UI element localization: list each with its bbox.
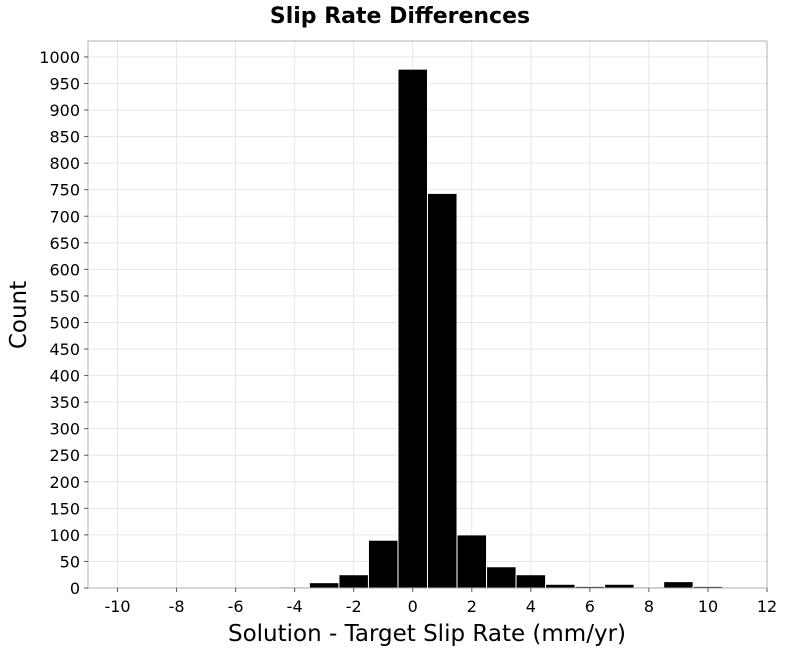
- histogram-bar: [367, 539, 399, 589]
- x-tick-label: 0: [408, 597, 418, 616]
- x-tick-label: 2: [467, 597, 477, 616]
- x-axis-ticks: -10 -8 -6 -4 -2 0 2 4 6 8 10 12: [104, 588, 777, 616]
- y-tick-label: 250: [49, 446, 80, 465]
- x-tick-label: -8: [169, 597, 185, 616]
- y-tick-label: 600: [49, 260, 80, 279]
- y-tick-label: 300: [49, 420, 80, 439]
- x-tick-label: -2: [346, 597, 362, 616]
- y-tick-label: 750: [49, 181, 80, 200]
- y-tick-label: 900: [49, 101, 80, 120]
- x-tick-label: -6: [228, 597, 244, 616]
- y-tick-label: 1000: [39, 48, 80, 67]
- y-tick-label: 700: [49, 207, 80, 226]
- y-tick-label: 450: [49, 340, 80, 359]
- x-tick-label: 4: [526, 597, 536, 616]
- y-tick-label: 50: [60, 552, 80, 571]
- y-tick-label: 650: [49, 234, 80, 253]
- histogram-bar: [545, 583, 576, 589]
- y-axis-label: Count: [6, 281, 32, 349]
- y-tick-label: 550: [49, 287, 80, 306]
- y-tick-label: 850: [49, 128, 80, 147]
- chart-title: Slip Rate Differences: [270, 4, 530, 29]
- y-tick-label: 150: [49, 499, 80, 518]
- x-tick-label: 10: [698, 597, 718, 616]
- histogram-bar: [604, 583, 635, 589]
- y-tick-label: 950: [49, 74, 80, 93]
- y-tick-label: 100: [49, 526, 80, 545]
- y-tick-label: 400: [49, 367, 80, 386]
- histogram-bar: [486, 566, 517, 589]
- y-tick-label: 200: [49, 473, 80, 492]
- plot-frame: [87, 40, 768, 589]
- y-tick-label: 800: [49, 154, 80, 173]
- y-axis-ticks: 0 50 100 150 200 250 300 350 400 450 500 550 600 650 7…: [39, 48, 88, 598]
- histogram-bar: [427, 192, 458, 589]
- x-tick-label: 12: [757, 597, 777, 616]
- x-tick-label: 6: [585, 597, 595, 616]
- histogram-bar: [663, 581, 694, 589]
- histogram-bar: [397, 68, 429, 589]
- y-tick-label: 0: [70, 579, 80, 598]
- x-axis-label: Solution - Target Slip Rate (mm/yr): [228, 621, 626, 647]
- y-tick-label: 500: [49, 313, 80, 332]
- histogram-bar: [456, 534, 488, 589]
- x-tick-label: 8: [644, 597, 654, 616]
- y-tick-label: 350: [49, 393, 80, 412]
- histogram-bar: [515, 574, 547, 589]
- bars: [249, 68, 724, 589]
- x-tick-label: -10: [104, 597, 130, 616]
- histogram-bar: [308, 582, 340, 589]
- histogram-bar: [338, 574, 369, 589]
- x-tick-label: -4: [287, 597, 303, 616]
